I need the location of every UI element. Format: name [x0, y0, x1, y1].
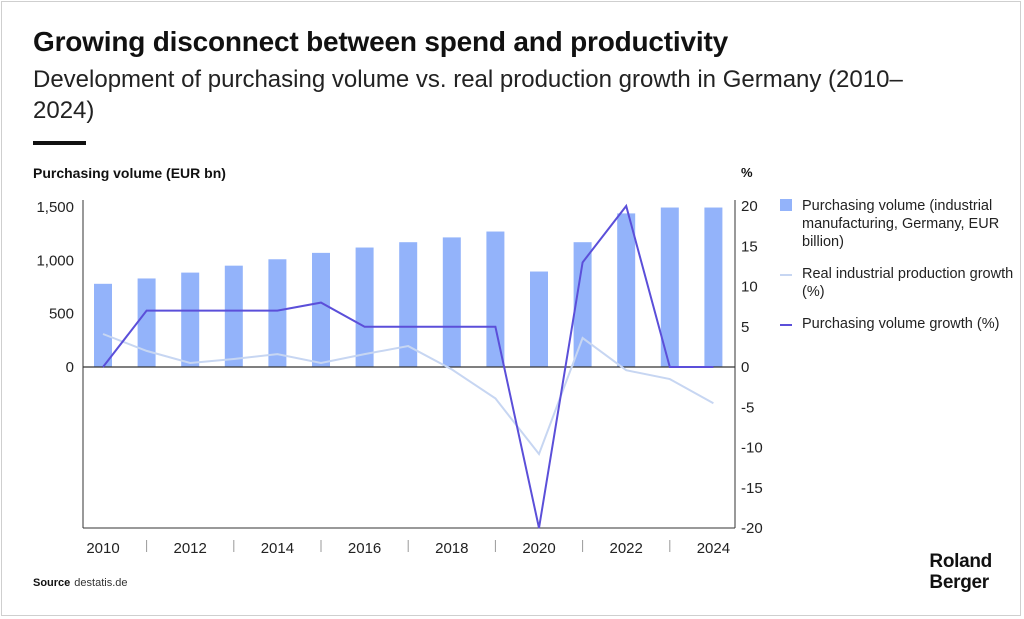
right-tick-label: 10 — [741, 279, 758, 296]
bar-2013 — [224, 265, 243, 367]
right-tick-label: 15 — [741, 238, 758, 255]
purchasing-volume-growth-line — [102, 203, 714, 529]
logo-line: Berger — [929, 572, 989, 593]
right-tick-label: 5 — [741, 319, 749, 336]
x-tick-label: 2022 — [610, 540, 643, 557]
bar-2014 — [268, 259, 287, 367]
chart-subtitle: Development of purchasing volume vs. rea… — [33, 66, 903, 124]
x-tick-label: 2024 — [697, 540, 730, 557]
legend-item-real-growth: Real industrial production growth (%) — [780, 265, 1015, 301]
legend-label: Purchasing volume growth (%) — [802, 316, 1000, 332]
legend-item-purchasing-volume: Purchasing volume (industrial manufactur… — [780, 197, 1015, 251]
bar-2016 — [355, 247, 374, 367]
left-axis-label: Purchasing volume (EUR bn) — [33, 165, 226, 181]
bar-2019 — [486, 231, 505, 367]
source-value: destatis.de — [74, 577, 128, 589]
left-tick-label: 0 — [66, 359, 74, 376]
bar-2022 — [617, 213, 636, 367]
bar-2015 — [312, 252, 330, 367]
right-tick-label: -10 — [741, 440, 763, 457]
logo-line: Roland — [929, 551, 992, 572]
bar-2011 — [137, 278, 156, 367]
legend-label: Purchasing volume (industrial manufactur… — [802, 198, 1000, 250]
x-tick-label: 2012 — [174, 540, 207, 557]
real-production-growth-line — [102, 333, 714, 456]
right-tick-label: 0 — [741, 359, 749, 376]
bar-2018 — [442, 237, 461, 367]
x-tick-label: 2014 — [261, 540, 294, 557]
bar-2021 — [573, 242, 592, 367]
source-note: Source destatis.de — [33, 577, 128, 589]
source-label: Source — [33, 577, 71, 589]
right-tick-label: -15 — [741, 480, 763, 497]
x-tick-label: 2010 — [86, 540, 119, 557]
bar-2024 — [704, 207, 723, 367]
legend-swatch-bar — [780, 199, 792, 211]
bar-2010 — [94, 283, 112, 367]
title-rule — [33, 141, 86, 145]
x-tick-label: 2020 — [522, 540, 555, 557]
bar-2012 — [181, 272, 200, 367]
left-tick-label: 500 — [49, 306, 74, 323]
bar-2023 — [660, 207, 679, 367]
x-tick-label: 2016 — [348, 540, 381, 557]
right-tick-label: -5 — [741, 399, 754, 416]
left-tick-label: 1,500 — [36, 199, 74, 216]
chart-title: Growing disconnect between spend and pro… — [33, 26, 728, 57]
legend-swatch-line — [780, 274, 792, 276]
legend-item-purchasing-growth: Purchasing volume growth (%) — [780, 315, 1015, 333]
right-axis-label: % — [741, 165, 753, 180]
right-tick-label: -20 — [741, 520, 763, 537]
bar-2020 — [530, 271, 548, 367]
legend-label: Real industrial production growth (%) — [802, 266, 1014, 300]
left-tick-label: 1,000 — [36, 252, 74, 269]
legend-swatch-line — [780, 324, 792, 326]
roland-berger-logo: Roland Berger — [929, 551, 992, 593]
legend: Purchasing volume (industrial manufactur… — [780, 197, 1015, 347]
right-tick-label: 20 — [741, 198, 758, 215]
bar-2017 — [399, 242, 418, 367]
x-tick-label: 2018 — [435, 540, 468, 557]
